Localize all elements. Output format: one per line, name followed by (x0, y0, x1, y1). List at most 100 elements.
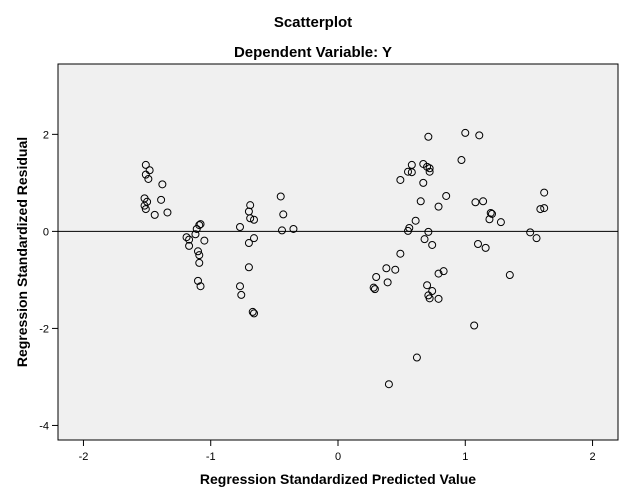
data-point (488, 209, 496, 218)
data-point (420, 235, 429, 244)
data-point (141, 170, 150, 179)
y-tick-label: -2 (39, 323, 49, 335)
data-point (461, 128, 470, 137)
data-point (471, 198, 480, 207)
data-point (396, 249, 405, 258)
data-point (194, 276, 202, 285)
data-point (244, 239, 253, 248)
data-point (540, 188, 549, 197)
data-point (442, 191, 451, 200)
y-tick-label: 0 (43, 226, 49, 238)
data-point (250, 215, 258, 224)
y-tick-label: 2 (43, 129, 49, 141)
y-axis-title: Regression Standardized Residual (14, 137, 30, 367)
data-point (157, 195, 166, 204)
data-point (194, 247, 202, 256)
data-point (236, 282, 244, 291)
x-axis-ticks: -2 -1 0 1 2 (79, 440, 596, 463)
data-point (425, 167, 434, 176)
data-point (470, 321, 479, 330)
data-point (196, 220, 205, 229)
data-point (396, 175, 405, 184)
data-point (195, 258, 204, 267)
data-point (496, 218, 505, 227)
data-point (141, 160, 150, 169)
data-point (425, 294, 434, 303)
data-point (407, 168, 416, 177)
data-point (532, 234, 541, 243)
data-point (404, 167, 412, 176)
data-point (140, 201, 149, 210)
data-point (391, 265, 400, 274)
data-point (481, 243, 490, 252)
chart-subtitle: Dependent Variable: Y (234, 44, 392, 61)
data-point (536, 205, 545, 214)
data-point (404, 226, 412, 235)
data-point (424, 227, 433, 236)
data-point (424, 132, 433, 141)
data-point (526, 228, 535, 237)
data-point (150, 210, 159, 219)
data-point (185, 241, 194, 250)
data-point (163, 208, 172, 217)
data-point (236, 223, 244, 232)
plot-area (57, 63, 619, 441)
data-point (384, 380, 393, 389)
x-tick-label: -1 (206, 451, 216, 463)
data-point (474, 239, 482, 248)
y-tick-label: -4 (39, 420, 49, 432)
data-point (412, 353, 421, 362)
data-point (383, 278, 392, 287)
data-point (505, 271, 514, 280)
data-point (479, 197, 488, 206)
data-point (185, 235, 194, 244)
data-point (200, 236, 209, 245)
x-tick-label: 0 (335, 451, 341, 463)
data-point (486, 208, 495, 217)
data-point (246, 201, 255, 210)
data-point (279, 210, 288, 219)
data-point (434, 202, 443, 211)
data-point (278, 226, 286, 235)
data-point (192, 224, 201, 233)
data-point (457, 156, 466, 165)
data-point (369, 283, 378, 292)
data-point (248, 307, 257, 316)
data-point (289, 224, 298, 233)
data-point (244, 263, 253, 272)
data-point (196, 282, 205, 291)
data-point (382, 264, 391, 273)
x-tick-label: 2 (589, 451, 595, 463)
y-axis-ticks: 2 0 -2 -4 (39, 129, 58, 432)
data-point (250, 234, 258, 243)
data-point (475, 131, 484, 140)
data-point (141, 205, 150, 214)
data-point (419, 178, 428, 187)
data-point (411, 216, 420, 225)
data-point (195, 251, 204, 260)
data-point (439, 267, 448, 276)
data-point (191, 230, 200, 239)
data-point (434, 269, 443, 278)
data-point (423, 281, 432, 290)
data-point (370, 285, 379, 294)
x-axis-title: Regression Standardized Predicted Value (200, 471, 476, 487)
chart-title: Scatterplot (274, 14, 352, 31)
data-point (434, 294, 443, 303)
data-point (144, 174, 153, 183)
data-point (158, 180, 167, 189)
data-point (416, 197, 425, 206)
x-tick-label: 1 (462, 451, 468, 463)
data-point (485, 215, 494, 224)
data-point (250, 309, 258, 318)
data-point (276, 192, 285, 201)
x-tick-label: -2 (79, 451, 89, 463)
data-point (246, 214, 255, 223)
data-point (540, 204, 549, 213)
data-point (237, 290, 246, 299)
data-point (372, 272, 381, 281)
data-point (428, 240, 437, 249)
data-points (140, 128, 549, 389)
data-point (425, 164, 434, 173)
